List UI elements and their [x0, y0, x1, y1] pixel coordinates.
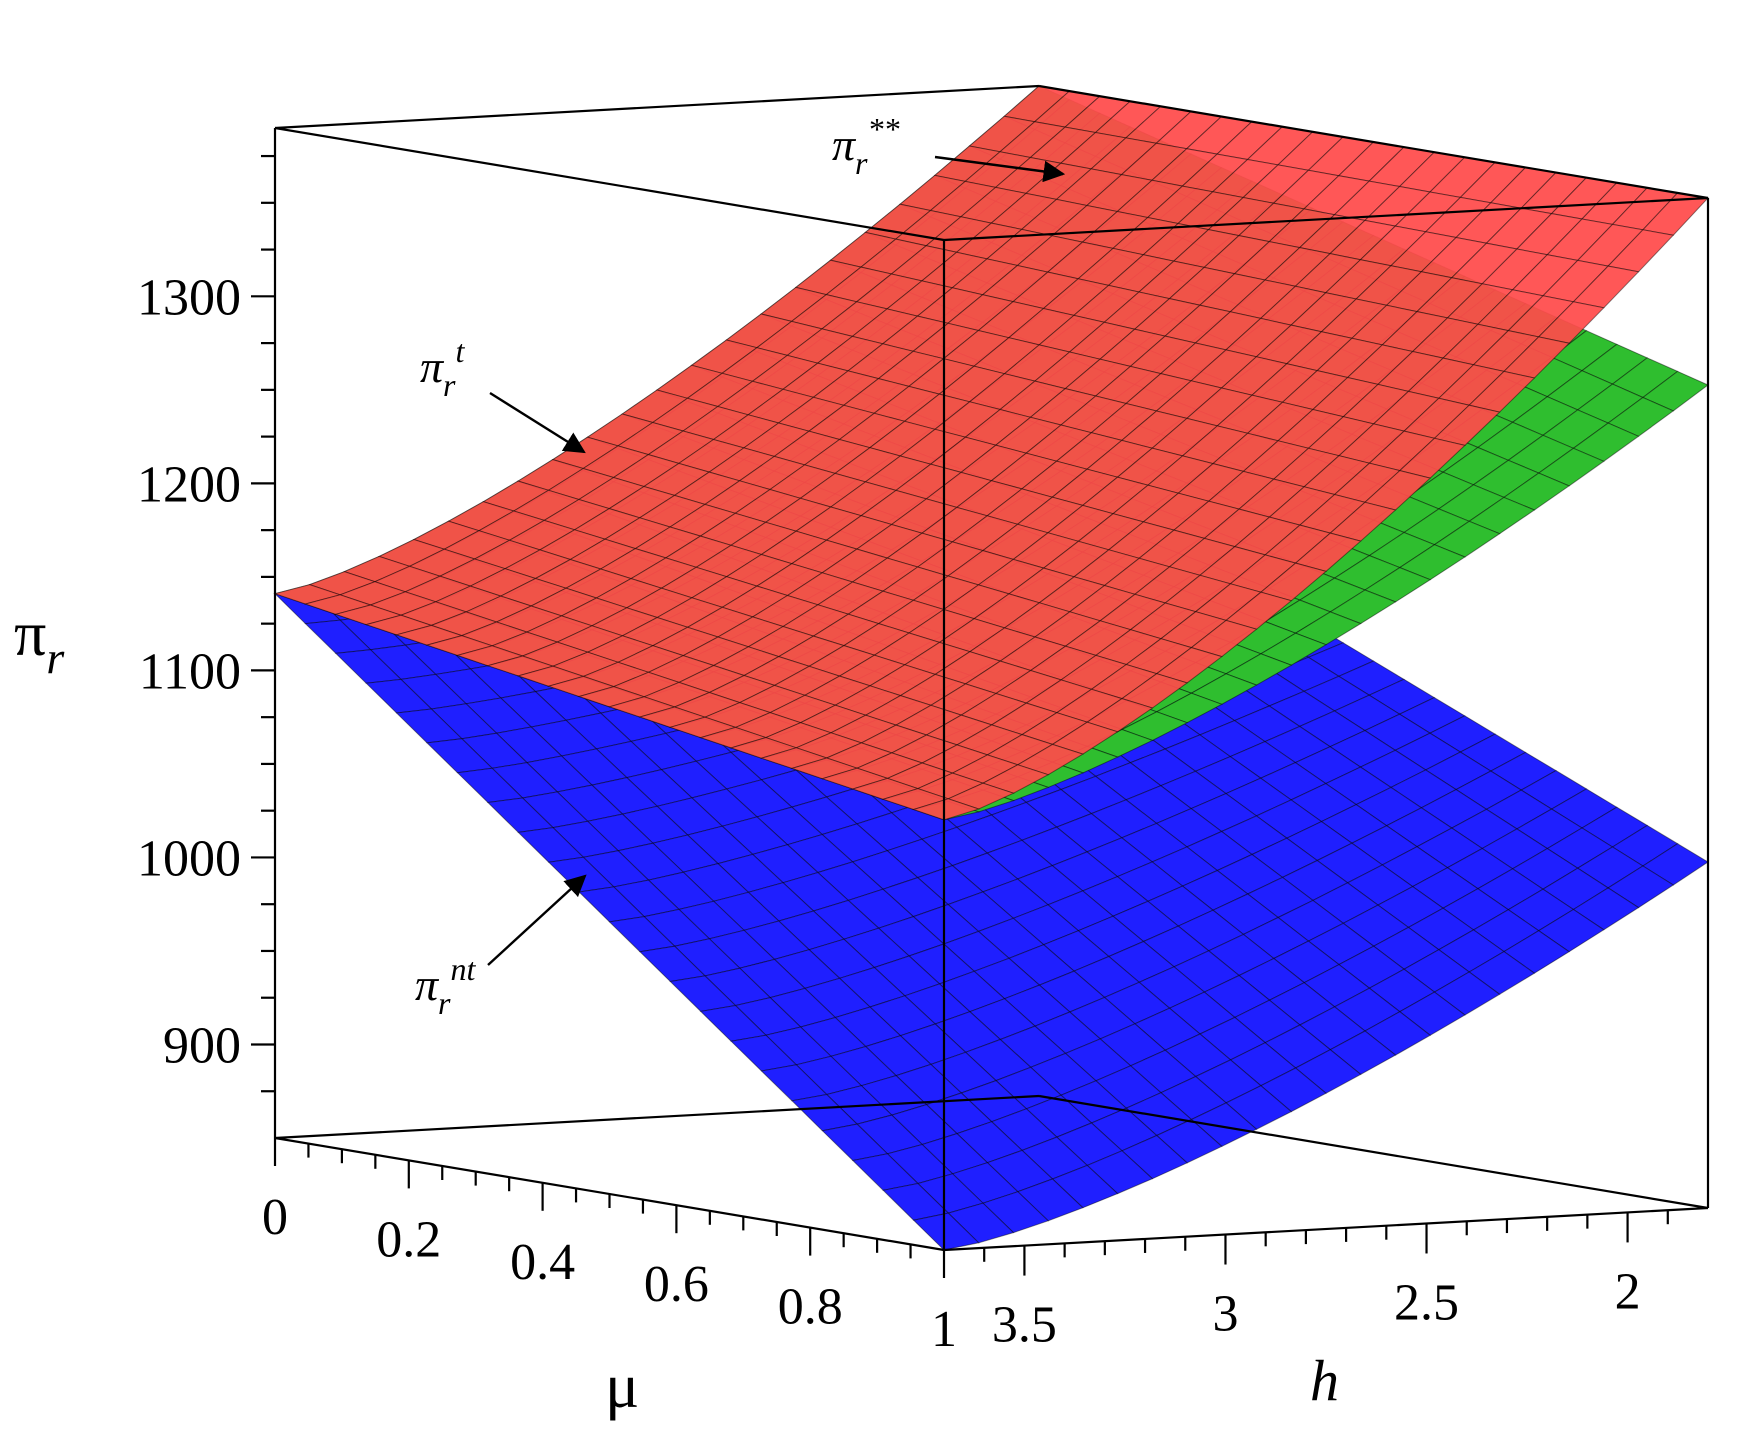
surface-patch: [1607, 396, 1675, 437]
box-edge: [943, 1206, 1709, 1252]
surface-patch: [1329, 501, 1397, 542]
h-tick-label: 3: [1212, 1286, 1238, 1343]
surface-patch: [911, 798, 981, 821]
surface-patch: [1398, 991, 1466, 1036]
surface-patch: [1468, 951, 1536, 995]
surface-label: πrt: [420, 333, 466, 403]
z-tick-label: 1100: [139, 643, 241, 700]
surface-label: πr**: [832, 111, 900, 181]
bounding-box: [273, 84, 1710, 1252]
mu-tick-label: 0.8: [778, 1279, 843, 1336]
h-tick-label: 2.5: [1394, 1274, 1459, 1331]
surface-patch: [1572, 887, 1640, 931]
mu-tick-label: 0.4: [510, 1234, 575, 1291]
surface-patch: [1190, 673, 1258, 705]
h-tick-label: 2: [1615, 1263, 1641, 1320]
z-tick-label: 900: [163, 1017, 241, 1074]
surface-patch: [1120, 711, 1189, 741]
surface-patch: [1086, 1150, 1154, 1195]
z-tick-label: 1000: [137, 830, 241, 887]
surface-patch: [1329, 1030, 1397, 1076]
surface-patch: [1537, 908, 1605, 953]
annotation-arrow: [487, 874, 587, 966]
box-edge: [943, 196, 1709, 242]
box-edge: [274, 126, 945, 242]
surface-patch: [1225, 591, 1293, 630]
surface-patch: [1190, 1102, 1258, 1147]
h-tick-label: 3.5: [992, 1297, 1057, 1354]
box-edge: [1038, 1094, 1709, 1210]
surface-patch: [1537, 301, 1605, 344]
surface-annotations: πr** πrt πrnt: [415, 111, 1066, 1021]
surface-patch: [946, 782, 1015, 810]
box-edge: [274, 84, 1040, 130]
mu-tick-label: 0: [262, 1189, 288, 1246]
surface-patch: [1051, 721, 1119, 755]
surface-patch: [912, 1212, 980, 1251]
surface-patch: [1225, 1085, 1293, 1130]
mu-tick-label: 0.2: [376, 1211, 441, 1268]
box-edge: [274, 1094, 1040, 1140]
annotation-arrow: [489, 391, 586, 454]
surface-patch: [1363, 567, 1432, 603]
surface-patch: [1364, 1011, 1432, 1056]
surface-patch: [1294, 1049, 1362, 1094]
surface-patch: [1607, 229, 1675, 273]
h-axis-title: h: [1310, 1348, 1339, 1413]
surface-patch: [1086, 698, 1154, 733]
surface-patch: [1051, 1164, 1119, 1209]
surfaces-layer: [273, 85, 1710, 1251]
annotation-arrow: [934, 155, 1066, 183]
mu-tick-label: 0.6: [644, 1256, 709, 1313]
z-tick-label: 1300: [137, 269, 241, 326]
surface-label: πrnt: [415, 951, 477, 1021]
axis-ticks: 900 1000 1100 1200 1300 0 0.2 0.4 0.6 0.8 1 3.5 3 2.5…: [137, 154, 1669, 1358]
surface-patch: [1572, 422, 1640, 462]
surface-patch: [1502, 336, 1571, 379]
surface-patch: [1607, 865, 1675, 909]
z-axis-title: πr: [14, 598, 65, 683]
surface-patch: [1433, 971, 1501, 1016]
z-tick-label: 1200: [137, 456, 241, 513]
surface-patch: [1468, 496, 1536, 535]
mu-axis-title: μ: [605, 1350, 639, 1421]
surface-patch: [1572, 265, 1640, 309]
surface-patch: [1224, 653, 1293, 686]
surface-patch: [1503, 930, 1571, 974]
surface-patch: [1502, 472, 1571, 511]
box-edge: [1038, 84, 1709, 200]
z-axis-title-base: π: [14, 598, 46, 669]
surface-patch: [1155, 692, 1224, 724]
surface-patch: [1016, 1178, 1084, 1222]
surface-patch: [1363, 470, 1432, 511]
surface-patch: [1120, 673, 1189, 709]
surface-patch: [1190, 619, 1258, 658]
z-axis-title-sub: r: [46, 632, 65, 683]
surface-patch: [982, 1191, 1050, 1234]
surface-patch: [1537, 447, 1605, 487]
mu-tick-label: 1: [931, 1301, 957, 1358]
surface-patch: [1433, 404, 1501, 446]
